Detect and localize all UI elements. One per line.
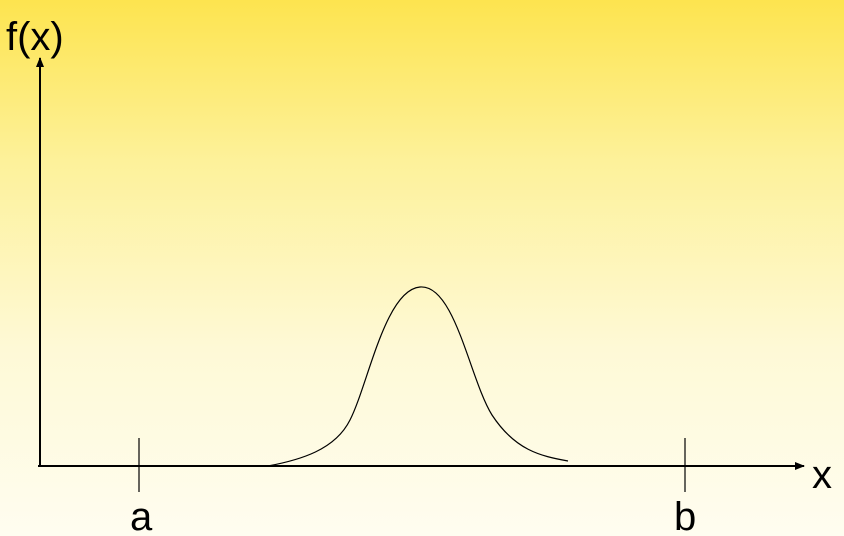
y-axis-label: f(x)	[6, 15, 64, 59]
x-axis-label: x	[812, 453, 832, 497]
tick-label-b: b	[674, 495, 696, 536]
tick-label-a: a	[130, 495, 153, 536]
density-curve	[267, 286, 569, 467]
